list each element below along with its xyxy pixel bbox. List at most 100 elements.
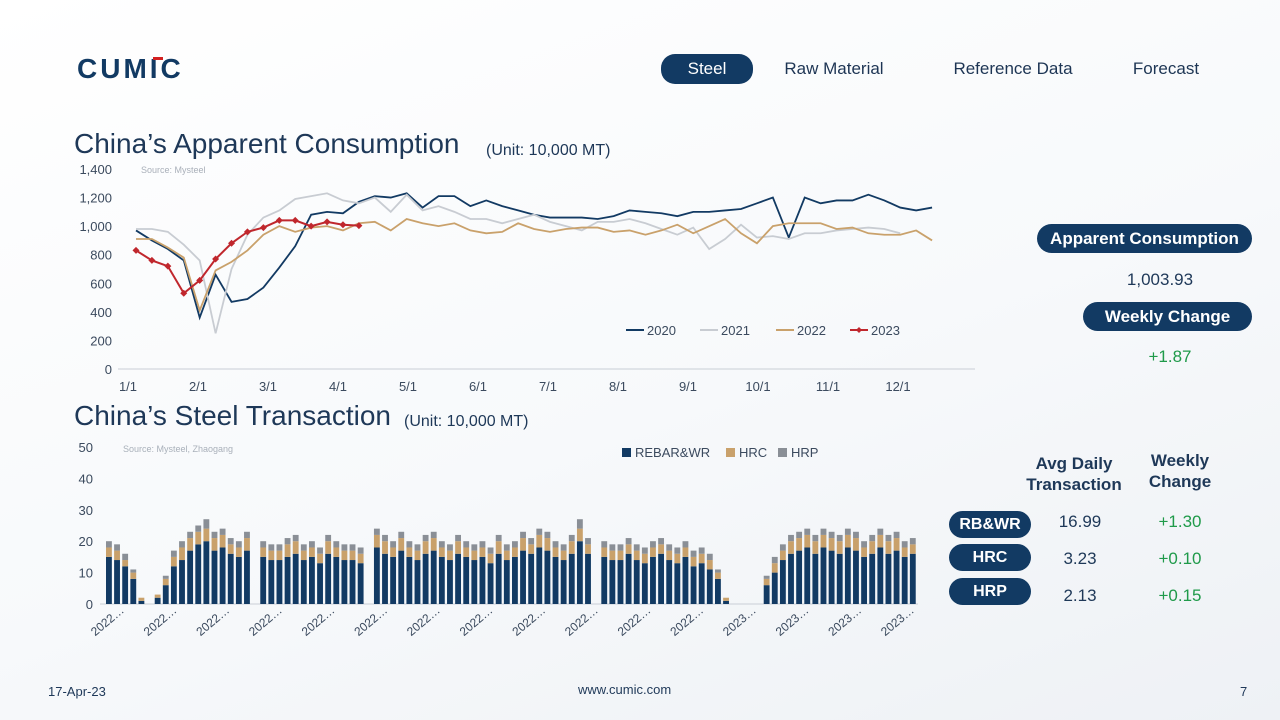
- bar-segment-hrp: [771, 556, 778, 564]
- logo-text: CUMIC: [77, 55, 184, 81]
- nav-tab-reference-data[interactable]: Reference Data: [953, 59, 1073, 78]
- bar-segment-hrp: [406, 541, 413, 548]
- bar-segment-hrp: [106, 541, 112, 548]
- bar-segment-rebarwr: [853, 550, 859, 604]
- nav-tab-forecast[interactable]: Forecast: [1132, 59, 1200, 78]
- bar-segment-hrp: [414, 544, 421, 551]
- bar-segment-hrc: [885, 541, 892, 554]
- bar-segment-hrc: [853, 538, 859, 551]
- bar-segment-hrp: [438, 541, 445, 548]
- bar-segment-hrc: [430, 538, 437, 551]
- bar-segment-rebarwr: [633, 560, 640, 604]
- bar-segment-rebarwr: [909, 553, 916, 604]
- bar-segment-hrc: [715, 572, 721, 579]
- bar-segment-hrc: [698, 553, 705, 564]
- x-tick-label: 2022…: [615, 603, 654, 639]
- bar-segment-hrp: [503, 544, 510, 551]
- bar-segment-hrc: [300, 550, 307, 561]
- bar-segment-hrc: [820, 534, 827, 548]
- bar-segment-rebarwr: [235, 556, 242, 604]
- bar-segment-rebarwr: [341, 560, 348, 604]
- bar-segment-hrc: [154, 594, 161, 598]
- bar-segment-rebarwr: [244, 550, 250, 604]
- legend-marker-2023: [856, 327, 862, 333]
- legend-swatch-rebarwr: [622, 448, 631, 457]
- x-tick-label: 2022…: [404, 603, 443, 639]
- bar-segment-rebarwr: [447, 560, 453, 604]
- bar-segment-hrp: [715, 569, 721, 573]
- bar-segment-hrp: [284, 538, 291, 545]
- bar-segment-rebarwr: [406, 556, 413, 604]
- bar-segment-hrp: [536, 528, 543, 535]
- bar-segment-hrc: [723, 597, 729, 601]
- bar-segment-hrc: [674, 553, 681, 564]
- series-line-2021: [136, 192, 901, 334]
- bar-segment-hrc: [617, 550, 624, 561]
- series-line-2022: [136, 217, 933, 314]
- bar-segment-rebarwr: [333, 556, 340, 604]
- data-point-2023: [228, 239, 236, 247]
- bar-segment-rebarwr: [528, 553, 535, 604]
- bar-segment-hrc: [779, 550, 786, 561]
- x-tick-label: 10/1: [745, 379, 770, 394]
- nav-tab-steel[interactable]: Steel: [661, 54, 753, 84]
- bar-segment-hrc: [520, 538, 526, 551]
- bar-segment-hrp: [861, 541, 868, 548]
- y-tick-label: 30: [79, 503, 93, 518]
- x-tick-label: 2023…: [878, 603, 917, 639]
- rbwr-avg: 16.99: [1058, 512, 1102, 531]
- y-tick-label: 400: [90, 305, 112, 320]
- bar-segment-hrp: [560, 544, 567, 551]
- bar-segment-rebarwr: [893, 550, 900, 604]
- bar-segment-rebarwr: [503, 560, 510, 604]
- bar-segment-rebarwr: [544, 550, 551, 604]
- cumic-logo: CUMIC: [77, 55, 184, 81]
- bar-segment-hrp: [836, 534, 843, 542]
- nav-tab-raw-material[interactable]: Raw Material: [784, 59, 884, 78]
- bar-segment-rebarwr: [106, 556, 112, 604]
- data-point-2023: [355, 222, 363, 230]
- bar-segment-hrp: [309, 541, 315, 548]
- bar-segment-hrp: [641, 547, 648, 554]
- bar-segment-hrc: [576, 528, 583, 542]
- apparent-consumption-label: Apparent Consumption: [1037, 224, 1252, 253]
- bar-segment-hrc: [512, 547, 518, 557]
- bar-segment-rebarwr: [901, 556, 908, 604]
- bar-segment-hrp: [552, 541, 559, 548]
- apparent-consumption-value: 1,003.93: [1126, 270, 1194, 289]
- bar-segment-rebarwr: [390, 556, 397, 604]
- bar-segment-rebarwr: [300, 560, 307, 604]
- data-point-2023: [307, 222, 315, 230]
- bar-segment-hrp: [568, 534, 575, 542]
- bar-segment-hrp: [885, 534, 892, 542]
- data-point-2023: [148, 256, 156, 264]
- x-tick-label: 2022…: [457, 603, 496, 639]
- row-label-rbwr: RB&WR: [949, 511, 1031, 538]
- bar-segment-rebarwr: [650, 556, 656, 604]
- x-tick-label: 2023…: [773, 603, 812, 639]
- bar-segment-hrc: [658, 544, 665, 554]
- bar-segment-hrc: [325, 541, 332, 554]
- x-tick-label: 9/1: [679, 379, 697, 394]
- bar-segment-hrp: [333, 541, 340, 548]
- bar-segment-hrc: [106, 547, 112, 557]
- weekly-change-value: +1.87: [1148, 347, 1192, 366]
- x-tick-label: 12/1: [885, 379, 910, 394]
- bar-segment-rebarwr: [617, 560, 624, 604]
- consumption-title: China’s Apparent Consumption: [74, 128, 460, 159]
- bar-segment-rebarwr: [154, 597, 161, 604]
- bar-segment-rebarwr: [430, 550, 437, 604]
- bar-segment-rebarwr: [162, 585, 169, 604]
- bar-segment-rebarwr: [666, 560, 673, 604]
- bar-segment-hrc: [235, 547, 242, 557]
- hrp-avg: 2.13: [1063, 586, 1097, 605]
- footer-url[interactable]: www.cumic.com: [578, 682, 672, 697]
- bar-segment-rebarwr: [568, 553, 575, 604]
- bar-segment-rebarwr: [512, 556, 518, 604]
- bar-segment-hrc: [195, 531, 202, 545]
- footer-page-number: 7: [1240, 684, 1248, 699]
- bar-segment-hrp: [170, 550, 177, 557]
- x-tick-label: 7/1: [539, 379, 557, 394]
- bar-segment-rebarwr: [122, 566, 129, 604]
- bar-segment-rebarwr: [560, 560, 567, 604]
